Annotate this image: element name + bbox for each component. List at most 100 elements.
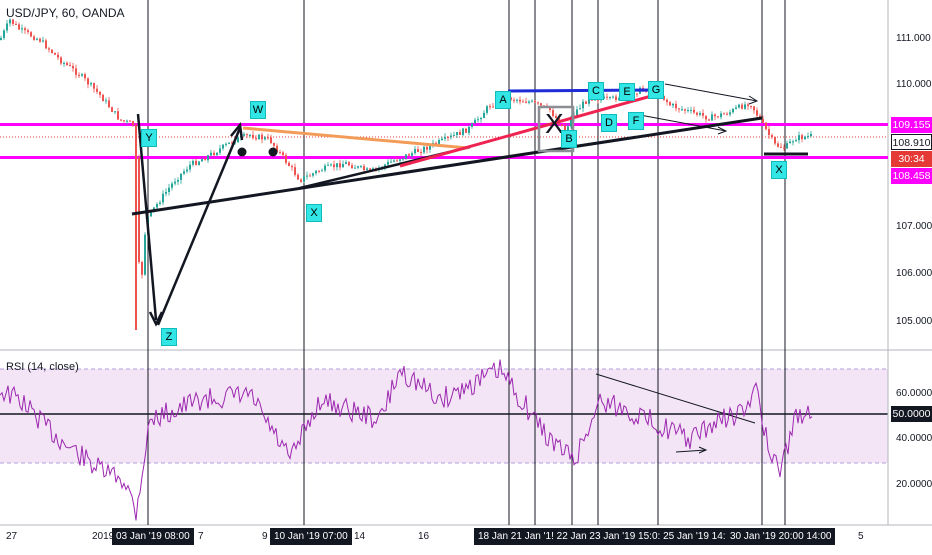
candle-body — [159, 202, 161, 204]
candle-body — [435, 142, 437, 145]
marker-x2[interactable]: X — [771, 161, 787, 179]
marker-x1[interactable]: X — [306, 204, 322, 222]
candle-body — [114, 111, 116, 113]
marker-d[interactable]: D — [601, 114, 617, 132]
candle-body — [51, 49, 53, 53]
candle-body — [360, 166, 362, 168]
candle-body — [276, 145, 278, 153]
orange-trendline[interactable] — [242, 126, 469, 150]
candle-body — [333, 164, 335, 168]
candle-body — [387, 161, 389, 165]
candle-body — [177, 179, 179, 182]
candle-body — [306, 175, 308, 177]
candle-body — [453, 135, 455, 137]
candle-body — [87, 78, 89, 85]
candle-body — [459, 132, 461, 136]
red-trendline[interactable] — [399, 91, 663, 168]
candle-body — [390, 161, 392, 163]
candle-body — [252, 134, 254, 139]
candle-body — [204, 159, 206, 161]
candle-body — [267, 137, 269, 139]
candle-body — [612, 96, 614, 98]
candle-body — [426, 146, 428, 150]
candle-body — [663, 95, 665, 100]
support-trendline[interactable] — [131, 116, 763, 216]
zigzag-arrows[interactable] — [136, 113, 244, 327]
candle-body — [408, 154, 410, 156]
candle-body — [513, 99, 515, 101]
candle-body — [96, 88, 98, 92]
candle-body — [723, 113, 725, 115]
candle-body — [414, 149, 416, 154]
marker-f[interactable]: F — [628, 112, 644, 130]
price-axis-label: 110.000 — [896, 79, 932, 90]
marker-b[interactable]: B — [561, 130, 577, 148]
candle-body — [60, 57, 62, 64]
candle-body — [468, 126, 470, 133]
time-axis-label: 14 — [354, 531, 366, 542]
time-axis-label: 5 — [858, 531, 864, 542]
candle-body — [174, 181, 176, 184]
candle-body — [249, 134, 251, 136]
blue-trendline[interactable] — [507, 88, 661, 93]
candle-body — [615, 96, 617, 101]
candle-body — [534, 100, 536, 103]
rsi-band — [0, 369, 888, 463]
candle-body — [444, 137, 446, 139]
time-tag: 10 Jan '19 07:00 — [270, 528, 352, 545]
candle-body — [552, 110, 554, 117]
candle-body — [750, 105, 752, 107]
candle-body — [105, 100, 107, 102]
candle-body — [708, 119, 710, 121]
candle-body — [24, 28, 26, 31]
candle-body — [48, 48, 50, 50]
rsi-title[interactable]: RSI (14, close) — [6, 361, 79, 373]
candle-body — [702, 113, 704, 116]
candle-body — [528, 101, 530, 103]
candle-body — [807, 136, 809, 138]
symbol-title[interactable]: USD/JPY, 60, OANDA — [6, 6, 125, 20]
candle-body — [798, 135, 800, 141]
candle-body — [315, 170, 317, 174]
marker-a[interactable]: A — [495, 91, 511, 109]
candle-body — [684, 109, 686, 111]
candle-body — [90, 83, 92, 85]
candle-body — [342, 163, 344, 168]
candle-body — [810, 133, 812, 137]
candle-body — [195, 160, 197, 165]
candle-body — [21, 28, 23, 30]
consolidation-box[interactable] — [537, 105, 575, 153]
marker-z[interactable]: Z — [161, 328, 177, 346]
candle-body — [564, 125, 566, 131]
candle-body — [168, 187, 170, 192]
candle-body — [201, 159, 203, 162]
candle-body — [474, 119, 476, 124]
marker-y[interactable]: Y — [141, 129, 157, 147]
marker-e[interactable]: E — [619, 83, 635, 101]
price-tag-upper: 109.155 — [891, 117, 932, 133]
candle-body — [720, 113, 722, 118]
candle-body — [447, 137, 449, 139]
candle-body — [603, 96, 605, 99]
candle-body — [696, 112, 698, 115]
candle-body — [405, 154, 407, 159]
candle-body — [192, 160, 194, 165]
candle-body — [264, 137, 266, 140]
rsi-polyline — [0, 359, 813, 521]
candle-body — [84, 74, 86, 79]
candle-body — [540, 103, 542, 106]
candle-body — [576, 109, 578, 116]
candle-body — [186, 169, 188, 172]
candle-body — [42, 40, 44, 42]
candle-body — [309, 175, 311, 177]
marker-g[interactable]: G — [648, 81, 664, 99]
price-axis-label: 105.000 — [896, 316, 932, 327]
marker-w[interactable]: W — [250, 101, 266, 119]
candle-body — [273, 143, 275, 146]
candle-body — [39, 38, 41, 42]
marker-c[interactable]: C — [588, 82, 604, 100]
candle-body — [465, 128, 467, 133]
candle-body — [366, 168, 368, 171]
